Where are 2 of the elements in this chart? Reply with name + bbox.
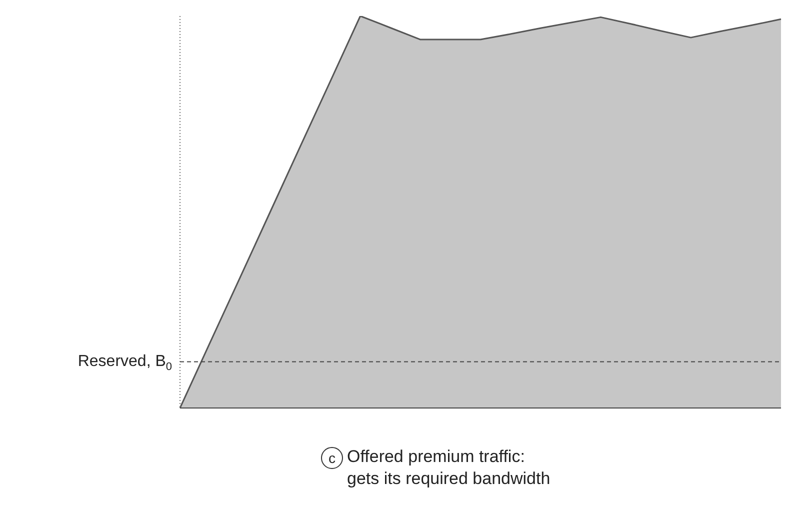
circle-outline: c [321,447,343,469]
text: Offered premium traffic: gets its required bandwidth [347,446,550,490]
